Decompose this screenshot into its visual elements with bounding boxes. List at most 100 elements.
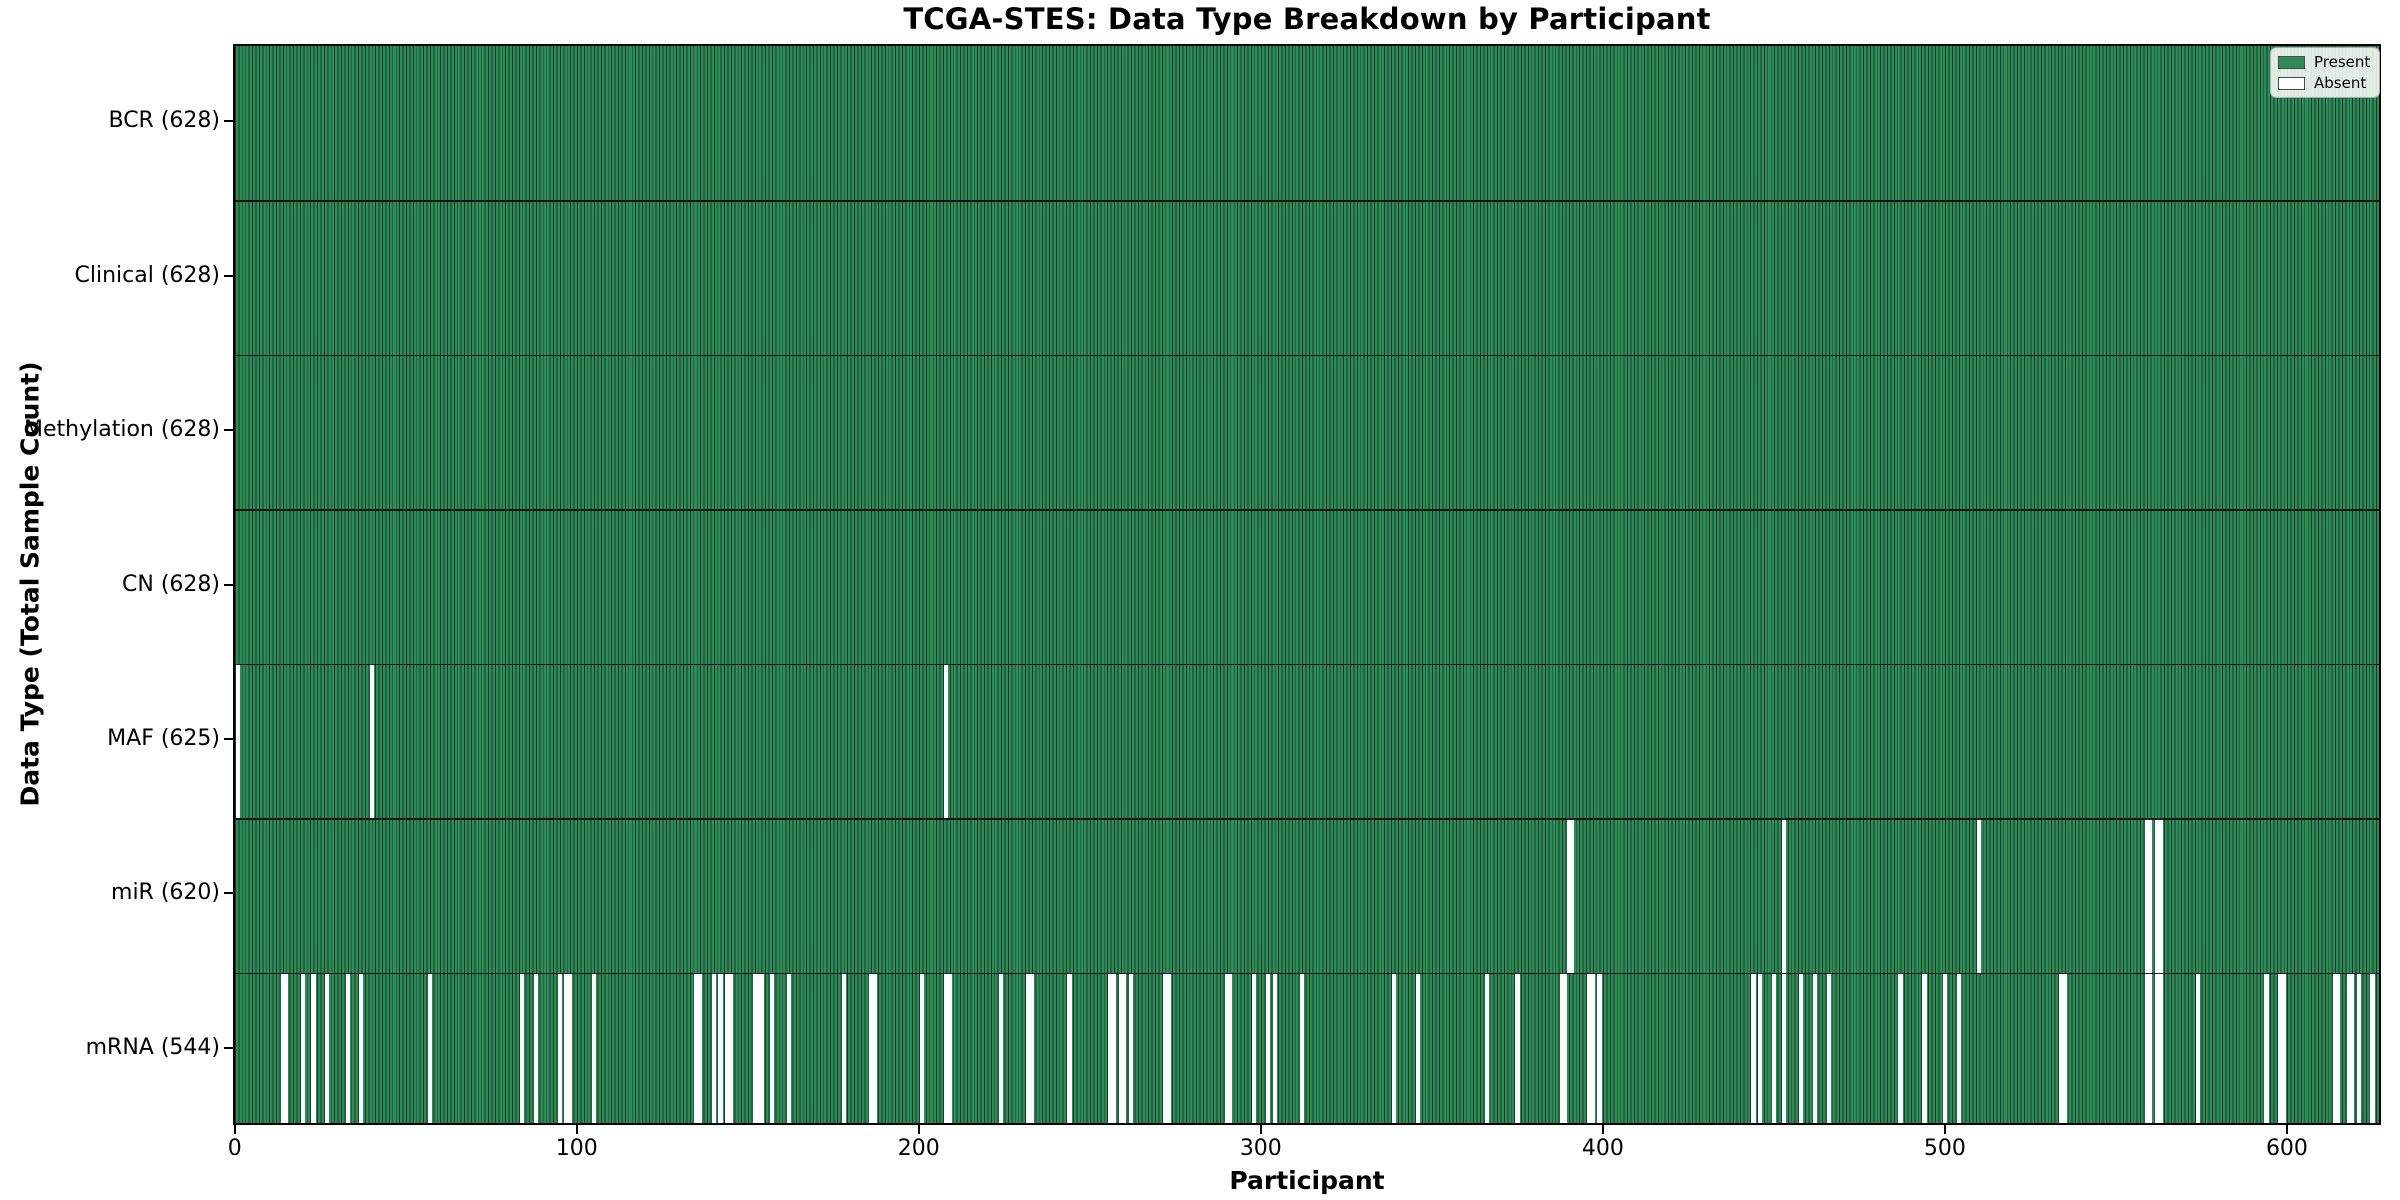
legend[interactable]: Present Absent: [2270, 47, 2381, 98]
absent-bar-mRNA-621: [2356, 972, 2361, 1123]
absent-bar-miR-390: [1566, 818, 1571, 973]
absent-bar-mRNA-186: [868, 972, 874, 1123]
absent-bar-mRNA-178: [841, 972, 846, 1123]
absent-bar-mRNA-534: [2059, 972, 2064, 1123]
row-separator: [235, 354, 2379, 357]
row-band-Methylation: [235, 354, 2379, 510]
row-fill-Clinical: [235, 200, 2379, 355]
absent-bar-mRNA-187: [872, 972, 877, 1123]
absent-bar-mRNA-290: [1224, 972, 1229, 1123]
absent-bar-mRNA-140: [711, 972, 716, 1123]
absent-bar-mRNA-232: [1026, 972, 1031, 1123]
absent-bar-mRNA-33: [345, 972, 350, 1123]
absent-bar-mRNA-84: [520, 972, 525, 1123]
row-band-Clinical: [235, 200, 2379, 355]
x-tick-mark: [917, 1125, 920, 1134]
absent-bar-mRNA-272: [1163, 972, 1168, 1123]
absent-bar-mRNA-574: [2196, 972, 2201, 1123]
absent-bar-mRNA-224: [998, 972, 1004, 1123]
absent-bar-mRNA-14: [280, 972, 285, 1123]
legend-item-present: Present: [2278, 54, 2370, 70]
absent-bar-mRNA-144: [725, 972, 730, 1123]
absent-bar-mRNA-15: [284, 972, 289, 1123]
absent-bar-mRNA-346: [1416, 972, 1421, 1123]
x-tick-mark: [2285, 1125, 2288, 1134]
absent-bar-mRNA-366: [1484, 972, 1489, 1123]
absent-bar-mRNA-618: [2346, 972, 2351, 1123]
absent-bar-mRNA-95: [557, 972, 562, 1123]
absent-bar-mRNA-273: [1166, 972, 1171, 1123]
y-tick-mark: [224, 120, 233, 123]
absent-bar-mRNA-298: [1251, 972, 1257, 1123]
absent-bar-mRNA-458: [1799, 972, 1804, 1123]
absent-bar-mRNA-389: [1563, 972, 1568, 1123]
y-tick-label-MAF: MAF (625): [107, 725, 220, 751]
absent-bar-mRNA-97: [564, 972, 569, 1123]
absent-bar-mRNA-444: [1751, 972, 1756, 1123]
y-tick-mark: [224, 429, 233, 432]
absent-bar-mRNA-152: [752, 972, 757, 1123]
absent-bar-miR-560: [2148, 818, 2153, 973]
x-tick-mark: [1943, 1125, 1946, 1134]
x-tick-label-300: 300: [1239, 1136, 1282, 1161]
row-separator: [235, 972, 2379, 975]
absent-bar-mRNA-157: [769, 972, 774, 1123]
absent-bar-mRNA-500: [1942, 972, 1948, 1123]
row-fill-MAF: [235, 663, 2379, 819]
row-fill-BCR: [235, 46, 2379, 201]
plot-area[interactable]: [233, 44, 2381, 1125]
y-tick-mark: [224, 1046, 233, 1049]
absent-bar-mRNA-625: [2370, 972, 2375, 1123]
absent-bar-mRNA-487: [1898, 972, 1903, 1123]
absent-bar-mRNA-37: [359, 972, 364, 1123]
legend-label-absent: Absent: [2314, 74, 2367, 92]
x-tick-mark: [1601, 1125, 1604, 1134]
absent-bar-mRNA-259: [1118, 972, 1123, 1123]
absent-bar-mRNA-57: [427, 972, 432, 1123]
absent-bar-mRNA-396: [1587, 972, 1592, 1123]
absent-bar-mRNA-257: [1111, 972, 1116, 1123]
absent-bar-miR-562: [2154, 818, 2160, 973]
x-tick-mark: [575, 1125, 578, 1134]
row-fill-miR: [235, 818, 2379, 973]
y-tick-label-miR: miR (620): [111, 880, 220, 906]
present-swatch-icon: [2278, 55, 2305, 69]
absent-bar-mRNA-450: [1771, 972, 1777, 1123]
x-tick-mark: [1259, 1125, 1262, 1134]
absent-bar-miR-563: [2158, 818, 2163, 973]
x-tick-mark: [233, 1125, 236, 1134]
absent-bar-mRNA-598: [2278, 972, 2283, 1123]
absent-bar-mRNA-136: [697, 972, 703, 1123]
chart-title: TCGA-STES: Data Type Breakdown by Partic…: [903, 2, 1711, 36]
absent-bar-mRNA-302: [1265, 972, 1270, 1123]
y-tick-label-BCR: BCR (628): [108, 108, 220, 134]
absent-bar-mRNA-208: [944, 972, 949, 1123]
absent-bar-mRNA-466: [1826, 972, 1831, 1123]
absent-bar-mRNA-559: [2144, 972, 2149, 1123]
absent-bar-mRNA-453: [1782, 972, 1787, 1123]
row-band-CN: [235, 509, 2379, 664]
absent-swatch-icon: [2278, 76, 2305, 90]
absent-bar-mRNA-262: [1128, 972, 1134, 1123]
absent-bar-mRNA-88: [533, 972, 538, 1123]
absent-bar-mRNA-304: [1272, 972, 1277, 1123]
absent-bar-mRNA-562: [2154, 972, 2160, 1123]
absent-bar-mRNA-153: [756, 972, 761, 1123]
absent-bar-mRNA-446: [1758, 972, 1763, 1123]
absent-bar-miR-510: [1977, 818, 1982, 973]
absent-bar-mRNA-256: [1108, 972, 1113, 1123]
x-tick-label-600: 600: [2265, 1136, 2308, 1161]
row-separator: [235, 818, 2379, 820]
absent-bar-mRNA-244: [1067, 972, 1072, 1123]
row-band-mRNA: [235, 972, 2379, 1123]
absent-bar-mRNA-535: [2062, 972, 2067, 1123]
absent-bar-mRNA-619: [2349, 972, 2355, 1123]
y-tick-label-Methylation: Methylation (628): [24, 417, 220, 443]
y-tick-label-CN: CN (628): [122, 571, 220, 597]
absent-bar-mRNA-154: [759, 972, 764, 1123]
absent-bar-miR-559: [2144, 818, 2149, 973]
absent-bar-MAF-1: [236, 663, 241, 819]
absent-bar-MAF-40: [369, 663, 374, 819]
row-fill-CN: [235, 509, 2379, 664]
absent-bar-mRNA-27: [325, 972, 330, 1123]
